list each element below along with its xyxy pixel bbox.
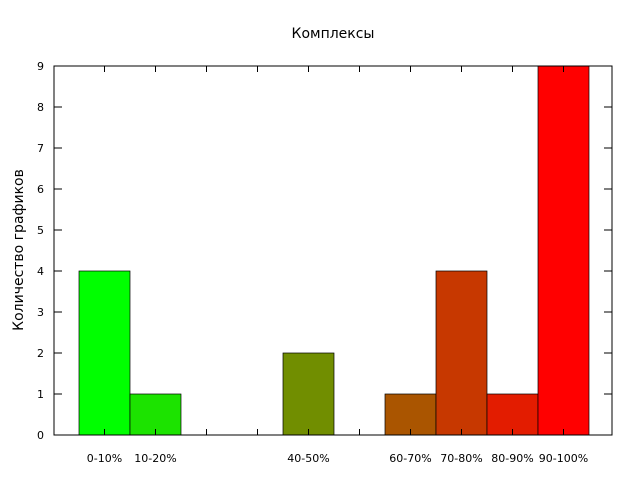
x-tick-label: 70-80% bbox=[440, 452, 482, 465]
y-ticks-group: 0 1 2 3 4 5 6 7 8 9 bbox=[37, 60, 612, 442]
bar-90-100% bbox=[537, 65, 590, 436]
x-tick-label: 90-100% bbox=[539, 452, 588, 465]
y-tick-label: 6 bbox=[37, 183, 44, 196]
y-tick-label: 8 bbox=[37, 101, 44, 114]
y-tick-label: 2 bbox=[37, 347, 44, 360]
x-tick-label: 40-50% bbox=[287, 452, 329, 465]
y-tick-label: 0 bbox=[37, 429, 44, 442]
y-tick-label: 9 bbox=[37, 60, 44, 73]
bar-10-20% bbox=[129, 393, 182, 436]
bar-40-50% bbox=[282, 352, 335, 436]
y-tick-label: 7 bbox=[37, 142, 44, 155]
y-axis-label: Количество графиков bbox=[11, 169, 27, 331]
x-tick-label: 60-70% bbox=[389, 452, 431, 465]
plot-frame bbox=[53, 65, 613, 436]
y-tick-label: 1 bbox=[37, 388, 44, 401]
bar-60-70% bbox=[384, 393, 437, 436]
x-ticks-group: 0-10% 10-20% 40-50% 60-70% 70-80% 80-90% 90-10… bbox=[87, 66, 588, 465]
x-tick-label: 80-90% bbox=[491, 452, 533, 465]
x-tick-label: 10-20% bbox=[134, 452, 176, 465]
bars-group bbox=[78, 65, 590, 436]
axes-group bbox=[53, 65, 613, 436]
chart-title: Комплексы bbox=[292, 26, 375, 42]
y-tick-label: 4 bbox=[37, 265, 44, 278]
bar-0-10% bbox=[78, 270, 131, 436]
y-tick-label: 5 bbox=[37, 224, 44, 237]
bar-70-80% bbox=[435, 270, 488, 436]
y-tick-label: 3 bbox=[37, 306, 44, 319]
bar-80-90% bbox=[486, 393, 539, 436]
x-tick-label: 0-10% bbox=[87, 452, 122, 465]
